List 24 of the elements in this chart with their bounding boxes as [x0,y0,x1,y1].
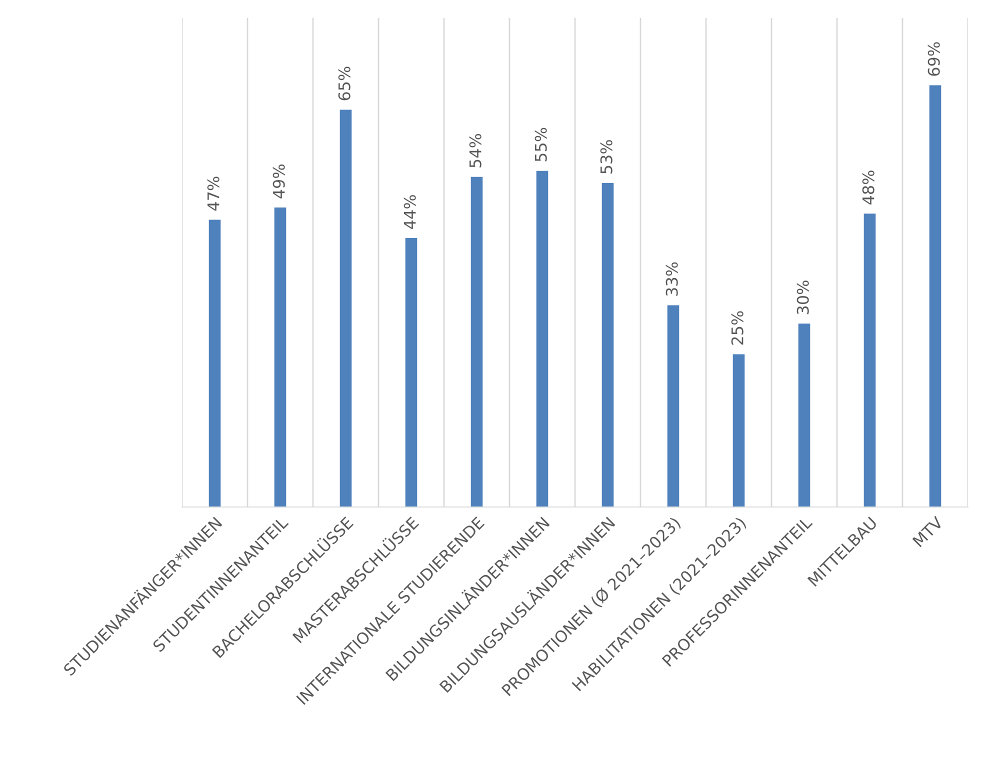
bar [732,354,745,507]
bar [274,207,286,507]
data-label: 48% [862,170,874,204]
data-label: 69% [928,42,940,76]
bar [340,110,352,507]
bar [929,85,942,507]
data-label: 33% [666,262,678,296]
data-label: 55% [534,128,547,162]
bar [602,183,614,507]
data-label: 25% [731,311,744,345]
bar [667,305,680,507]
data-label: 47% [207,176,220,211]
data-label: 65% [338,66,350,100]
data-label: 53% [600,140,612,174]
bar [470,176,483,507]
bar [798,324,810,507]
data-label: 49% [272,164,285,198]
bar [405,238,418,507]
data-label: 30% [796,280,809,314]
data-label: 44% [404,195,416,229]
bar [536,170,548,507]
data-label: 54% [469,134,482,168]
bar [208,220,221,507]
bar [864,214,876,507]
